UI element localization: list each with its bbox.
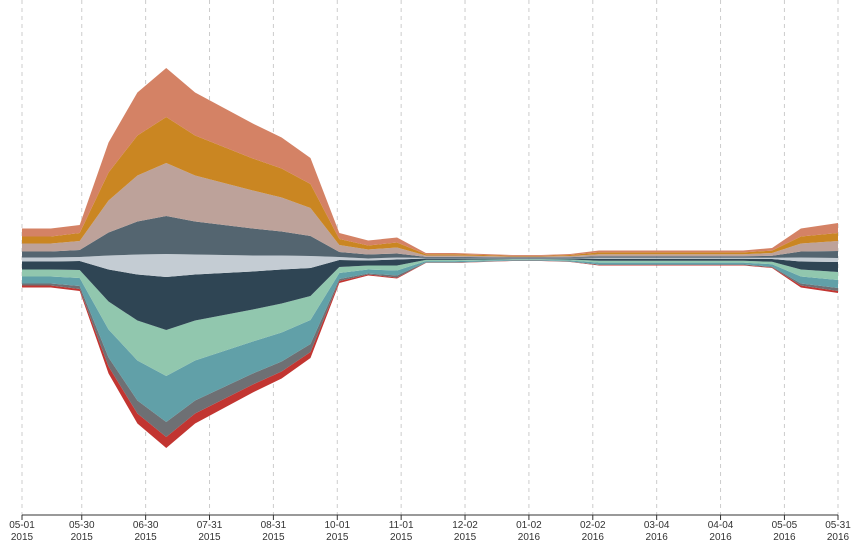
stream-layer	[22, 117, 838, 257]
x-tick-label: 2015	[198, 532, 221, 543]
x-tick-label: 12-02	[452, 520, 478, 531]
x-tick-label: 01-02	[516, 520, 542, 531]
x-tick-label: 2016	[827, 532, 850, 543]
x-tick-label: 11-01	[389, 520, 414, 531]
x-tick-label: 2015	[262, 532, 285, 543]
x-tick-label: 2016	[582, 532, 605, 543]
stream-layer	[22, 259, 838, 422]
x-tick-label: 2016	[518, 532, 541, 543]
stream-layer	[22, 163, 838, 258]
x-tick-label: 08-31	[261, 520, 287, 531]
stream-layer	[22, 260, 838, 437]
x-tick-label: 05-31	[825, 520, 851, 531]
x-tick-label: 05-01	[9, 520, 35, 531]
x-tick-label: 02-02	[580, 520, 606, 531]
x-tick-label: 2015	[11, 532, 34, 543]
x-tick-label: 2015	[326, 532, 349, 543]
x-tick-label: 2015	[390, 532, 413, 543]
x-tick-label: 07-31	[197, 520, 223, 531]
stream-layer	[22, 68, 838, 256]
stream-layer	[22, 260, 838, 448]
x-tick-label: 10-01	[324, 520, 350, 531]
x-tick-label: 06-30	[133, 520, 159, 531]
x-tick-label: 2015	[135, 532, 158, 543]
x-tick-label: 04-04	[708, 520, 734, 531]
x-tick-label: 2016	[646, 532, 669, 543]
x-tick-label: 2016	[709, 532, 732, 543]
stream-layer	[22, 216, 838, 259]
x-tick-label: 03-04	[644, 520, 670, 531]
x-tick-label: 05-05	[772, 520, 798, 531]
x-tick-label: 2015	[454, 532, 477, 543]
x-tick-label: 2015	[71, 532, 94, 543]
x-tick-label: 2016	[773, 532, 796, 543]
stream-layer	[22, 254, 838, 277]
stream-layer	[22, 259, 838, 376]
stream-layer	[22, 258, 838, 330]
x-tick-label: 05-30	[69, 520, 95, 531]
